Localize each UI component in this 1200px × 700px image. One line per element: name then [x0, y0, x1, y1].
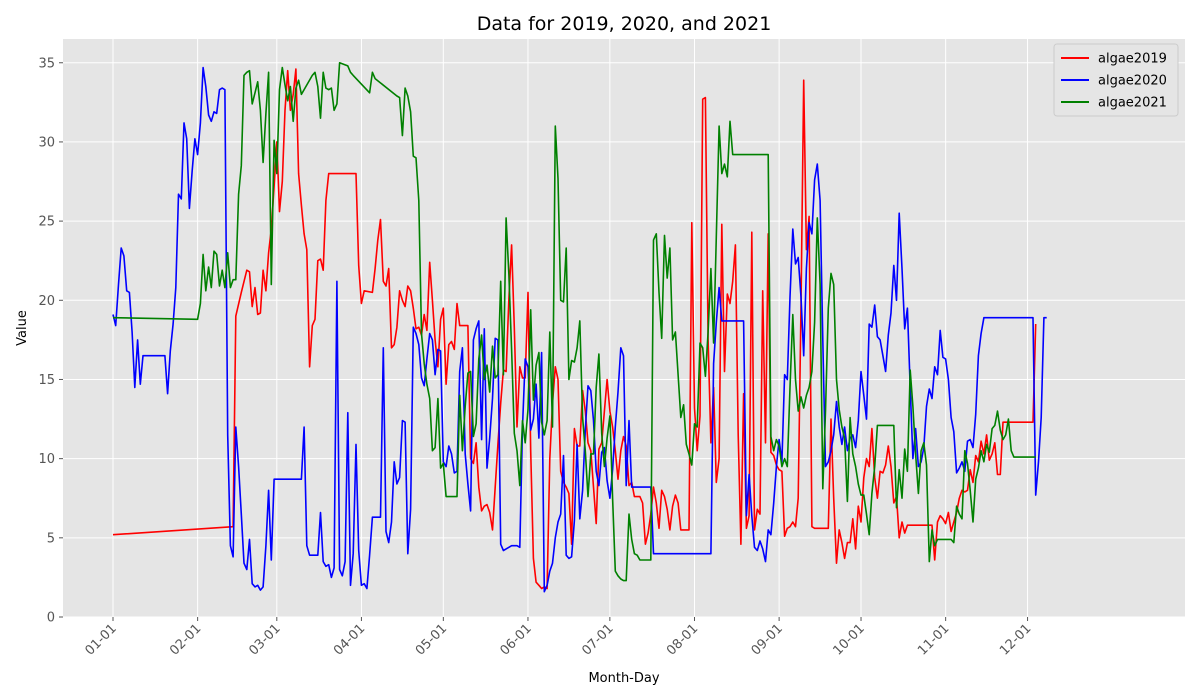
series-line-algae2021 — [112, 61, 1036, 582]
legend-label-algae2021: algae2021 — [1098, 96, 1167, 111]
series-line-algae2020 — [112, 66, 1047, 593]
y-tick-label: 10 — [38, 452, 55, 467]
y-axis-label: Value — [15, 310, 30, 346]
y-tick-label: 25 — [38, 215, 55, 230]
y-tick-label: 5 — [47, 531, 55, 546]
y-tick-label: 30 — [38, 135, 55, 150]
x-axis-label: Month-Day — [588, 671, 659, 686]
series-line-algae2019 — [112, 68, 1037, 590]
y-tick-label: 0 — [47, 611, 55, 626]
series-layer — [112, 61, 1047, 593]
y-tick-label: 35 — [38, 56, 55, 71]
legend-box — [1053, 43, 1179, 117]
y-tick-label: 20 — [38, 294, 55, 309]
legend-label-algae2019: algae2019 — [1098, 52, 1167, 67]
legend: algae2019 algae2020 algae2021 — [1053, 43, 1179, 117]
chart-title: Data for 2019, 2020, and 2021 — [477, 13, 772, 35]
legend-label-algae2020: algae2020 — [1098, 74, 1167, 89]
y-tick-label: 15 — [38, 373, 55, 388]
plot-area — [63, 39, 1185, 617]
